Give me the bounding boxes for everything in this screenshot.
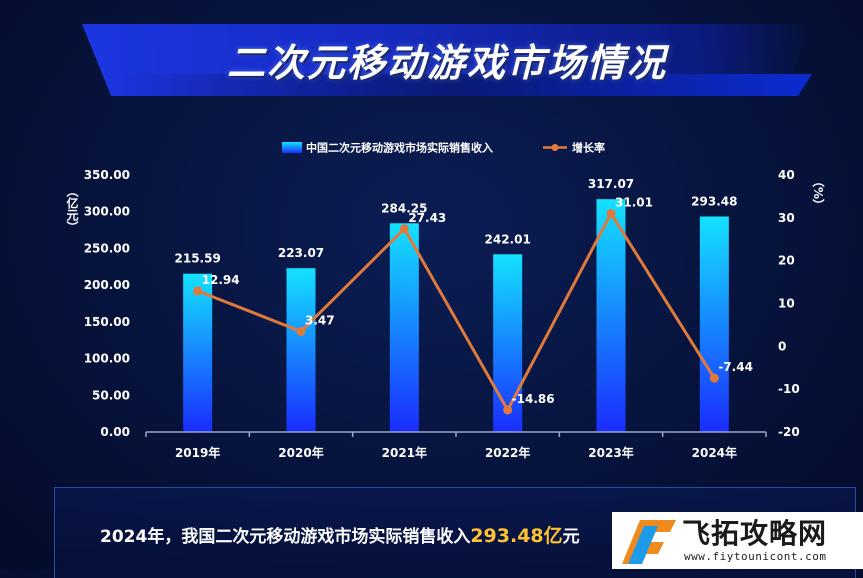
y-right-tick-label: -10 (778, 382, 800, 396)
bar-value-label: 284.25 (381, 201, 427, 215)
x-tick-label: 2021年 (382, 445, 427, 460)
y-left-tick-label: 0.00 (100, 425, 130, 439)
bar (183, 273, 213, 432)
title-banner: 二次元移动游戏市场情况 (82, 24, 812, 96)
bar-value-label: 215.59 (175, 252, 221, 266)
bar-line-chart: 中国二次元移动游戏市场实际销售收入 增长率 （亿元） （%） 0.00 50.00 100.… (65, 141, 825, 461)
y-right-tick-label: 0 (778, 339, 786, 353)
y-left-tick-label: 150.00 (84, 315, 130, 329)
title-banner-underline (112, 74, 812, 96)
bar-value-label: 223.07 (278, 246, 324, 260)
footer-highlight-value: 293.48亿 (470, 525, 563, 547)
y-right-tick-label: 10 (778, 297, 795, 311)
footer-text-before: 2024年，我国二次元移动游戏市场实际销售收入 (100, 527, 471, 547)
watermark-site-name: 飞拓攻略网 (682, 517, 828, 550)
growth-rate-label: 31.01 (615, 196, 653, 210)
bar-value-label: 293.48 (691, 195, 737, 209)
y-right-tick-label: 30 (778, 211, 795, 225)
footer-summary: 2024年，我国二次元移动游戏市场实际销售收入293.48亿元 (100, 521, 580, 548)
bar (286, 268, 316, 432)
growth-rate-point (606, 209, 616, 219)
growth-rate-line (197, 210, 716, 414)
y-left-tick-label: 50.00 (92, 388, 130, 402)
growth-rate-point (193, 286, 203, 296)
watermark-url: www.fiytounicont.com (684, 550, 827, 563)
page-title: 二次元移动游戏市场情况 (226, 41, 667, 85)
growth-rate-point (709, 373, 719, 383)
x-tick-label: 2020年 (278, 445, 323, 460)
growth-rate-label: 27.43 (408, 211, 446, 225)
growth-rate-label: 12.94 (202, 273, 240, 287)
footer-text-after: 元 (562, 527, 580, 547)
watermark-logo-icon (622, 520, 676, 564)
growth-rate-label: 3.47 (305, 313, 335, 327)
y-right-unit-label: （%） (811, 175, 825, 211)
bar (699, 216, 729, 432)
legend-swatch-bar (282, 142, 302, 153)
growth-rate-label: -7.44 (718, 360, 753, 374)
growth-rate-point (399, 224, 409, 234)
bar (493, 254, 523, 432)
y-left-tick-label: 250.00 (84, 241, 130, 255)
x-tick-label: 2024年 (692, 445, 737, 460)
y-right-tick-label: -20 (778, 425, 800, 439)
y-left-unit-label: （亿元） (65, 185, 79, 233)
growth-rate-point (296, 326, 306, 336)
x-tick-label: 2022年 (485, 445, 530, 460)
bar-value-label: 317.07 (588, 177, 634, 191)
bar (389, 223, 419, 432)
legend-swatch-marker (551, 144, 559, 151)
legend-label-line: 增长率 (572, 141, 605, 155)
y-left-tick-label: 350.00 (84, 168, 130, 182)
bar-value-label: 242.01 (485, 232, 531, 246)
x-tick-label: 2019年 (175, 445, 220, 460)
bar (596, 199, 626, 432)
growth-rate-point (503, 405, 513, 415)
y-right-tick-label: 40 (778, 168, 795, 182)
watermark: 飞拓攻略网 www.fiytounicont.com (612, 512, 863, 569)
y-left-tick-label: 200.00 (84, 278, 130, 292)
y-right-tick-label: 20 (778, 254, 795, 268)
legend-label-bar: 中国二次元移动游戏市场实际销售收入 (306, 141, 493, 155)
x-tick-label: 2023年 (588, 445, 633, 460)
y-left-tick-label: 100.00 (84, 352, 130, 366)
growth-rate-label: -14.86 (512, 392, 555, 406)
y-left-tick-label: 300.00 (84, 205, 130, 219)
